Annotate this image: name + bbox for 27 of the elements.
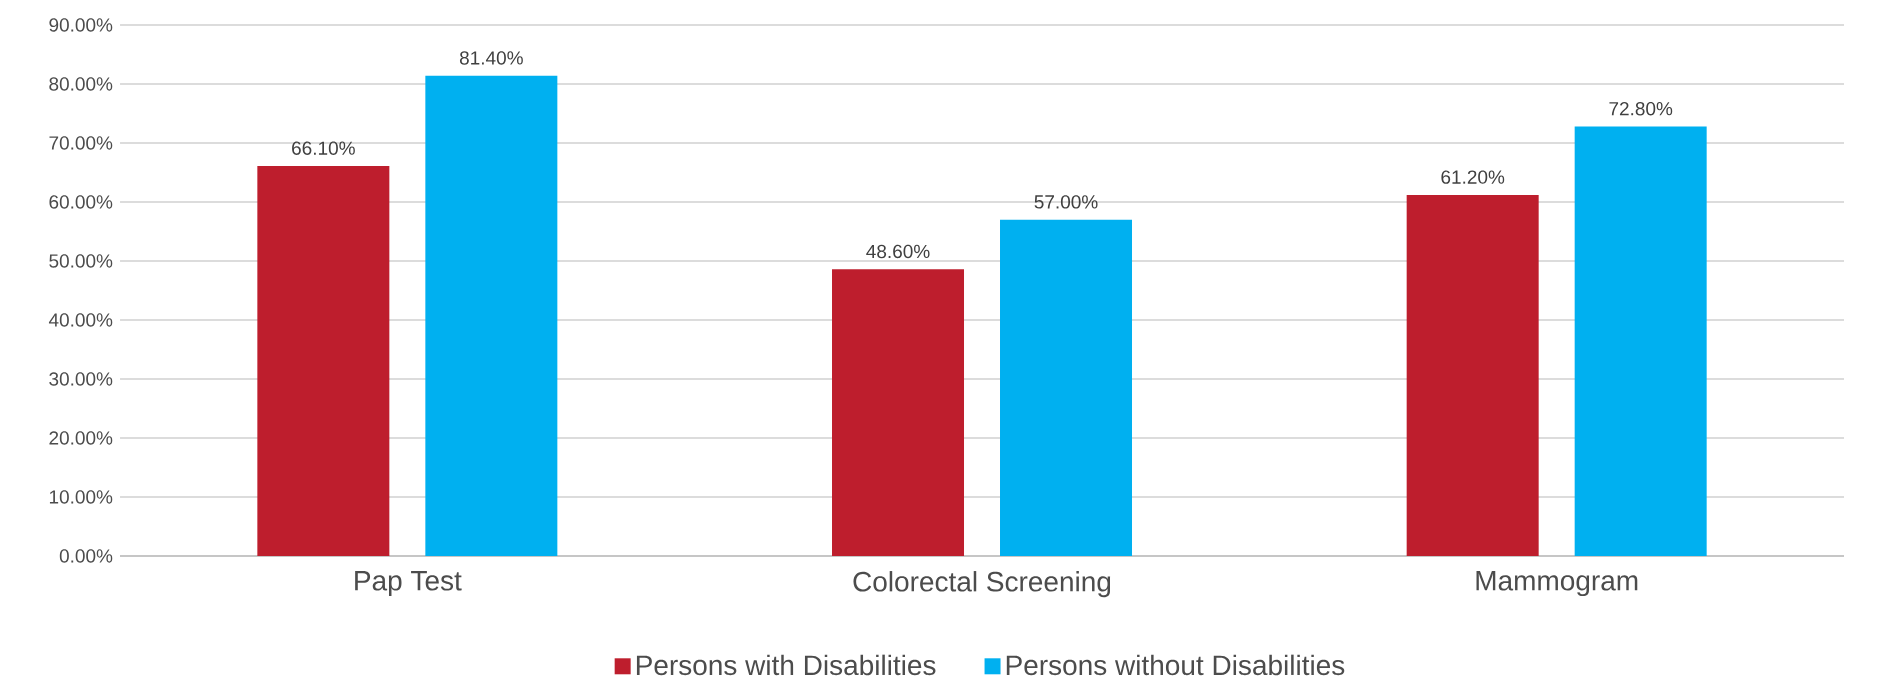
y-tick-label: 20.00% <box>49 431 113 445</box>
x-tick-label: Colorectal Screening <box>853 571 1111 598</box>
data-label: 66.10% <box>292 141 355 155</box>
y-tick-label: 80.00% <box>49 77 113 91</box>
data-label: 72.80% <box>1609 101 1673 116</box>
y-tick-label: 40.00% <box>48 313 113 327</box>
data-label: 61.20% <box>1441 170 1505 184</box>
y-tick-label: 30.00% <box>49 372 113 386</box>
y-tick-label: 10.00% <box>49 490 113 504</box>
bar <box>425 75 558 556</box>
bar <box>257 165 390 556</box>
bar <box>1000 219 1133 556</box>
y-tick-label: 70.00% <box>49 136 113 150</box>
legend-label: Persons without Disabilities <box>1006 654 1345 676</box>
y-tick-label: 0.00% <box>59 549 113 563</box>
bar <box>1574 126 1707 556</box>
data-label: 57.00% <box>1034 195 1098 209</box>
bar <box>832 269 965 556</box>
y-tick-label: 60.00% <box>49 195 113 209</box>
bar <box>1406 194 1539 556</box>
legend-label: Persons with Disabilities <box>636 654 936 676</box>
data-label: 81.40% <box>459 51 523 65</box>
x-tick-label: Pap Test <box>355 571 462 597</box>
y-tick-label: 50.00% <box>49 254 113 268</box>
data-label: 48.60% <box>866 244 930 259</box>
y-tick-label: 90.00% <box>49 18 113 32</box>
x-tick-label: Mammogram <box>1476 571 1638 597</box>
